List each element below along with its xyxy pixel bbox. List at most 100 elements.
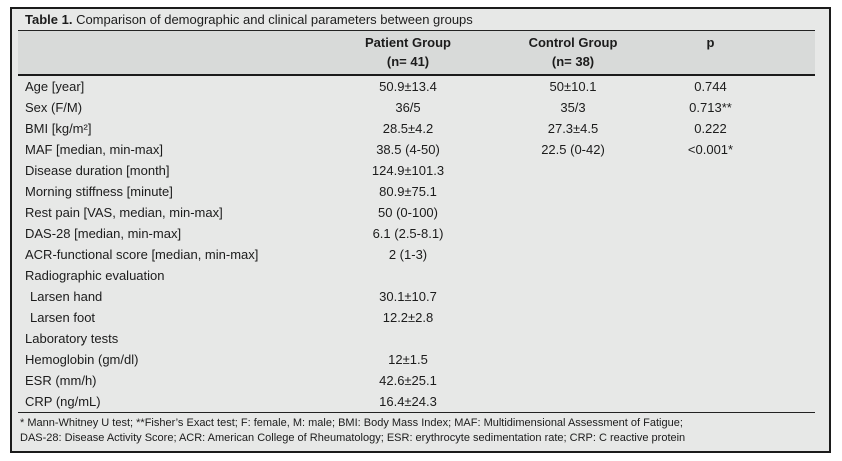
- row-label: Larsen hand: [30, 289, 103, 304]
- cell-patient-value: [318, 265, 498, 286]
- cell-control-value: 35/3: [560, 100, 586, 115]
- table-row: Larsen foot 12.2±2.8: [18, 307, 815, 328]
- cell-patient-value: 30.1±10.7: [379, 289, 437, 304]
- row-label: CRP (ng/mL): [25, 394, 101, 409]
- cell-patient-value: 12.2±2.8: [382, 310, 434, 325]
- cell-p-value: [648, 181, 815, 202]
- cell-control-value: 50±10.1: [549, 79, 597, 94]
- cell-control-value: [498, 160, 648, 181]
- cell-patient-value: 124.9±101.3: [371, 163, 445, 178]
- table-section-row: Laboratory tests: [18, 328, 815, 349]
- cell-p-value: [648, 202, 815, 223]
- row-label: Rest pain [VAS, median, min-max]: [25, 205, 223, 220]
- cell-control-value: [498, 202, 648, 223]
- cell-patient-value: 16.4±24.3: [379, 394, 437, 409]
- table-row: MAF [median, min-max] 38.5 (4-50) 22.5 (…: [18, 139, 815, 160]
- header-row: Patient Group (n= 41) Control Group (n= …: [18, 31, 815, 76]
- cell-p-value: 0.713**: [689, 100, 732, 115]
- cell-control-value: [498, 181, 648, 202]
- control-group-name: Control Group: [528, 35, 618, 50]
- cell-p-value: [648, 223, 815, 244]
- cell-patient-value: 38.5 (4-50): [376, 142, 440, 157]
- table-row: Sex (F/M) 36/5 35/3 0.713**: [18, 97, 815, 118]
- cell-control-value: [498, 223, 648, 244]
- section-label: Laboratory tests: [25, 331, 119, 346]
- footnote-line: DAS-28: Disease Activity Score; ACR: Ame…: [20, 432, 686, 444]
- table-section-row: Radiographic evaluation: [18, 265, 815, 286]
- row-label: Larsen foot: [30, 310, 96, 325]
- cell-p-value: [648, 391, 815, 412]
- cell-p-value: [648, 286, 815, 307]
- cell-control-value: [498, 370, 648, 391]
- table-row: BMI [kg/m²] 28.5±4.2 27.3±4.5 0.222: [18, 118, 815, 139]
- row-label: BMI [kg/m²]: [25, 121, 92, 136]
- cell-p-value: [648, 370, 815, 391]
- cell-patient-value: 80.9±75.1: [379, 184, 437, 199]
- patient-group-name: Patient Group: [365, 35, 451, 50]
- table-title: Table 1. Comparison of demographic and c…: [18, 9, 815, 31]
- cell-p-value: [648, 328, 815, 349]
- table-row: Hemoglobin (gm/dl) 12±1.5: [18, 349, 815, 370]
- cell-p-value: <0.001*: [687, 142, 734, 157]
- row-label: Morning stiffness [minute]: [25, 184, 173, 199]
- row-label: MAF [median, min-max]: [25, 142, 163, 157]
- p-header-label: p: [706, 35, 715, 50]
- cell-p-value: 0.222: [694, 121, 727, 136]
- row-label: Sex (F/M): [25, 100, 83, 115]
- column-header-parameter: [18, 31, 318, 76]
- cell-control-value: [498, 286, 648, 307]
- table-inner: Table 1. Comparison of demographic and c…: [12, 9, 829, 451]
- cell-control-value: 27.3±4.5: [547, 121, 599, 136]
- cell-control-value: [498, 328, 648, 349]
- cell-patient-value: 28.5±4.2: [382, 121, 434, 136]
- cell-p-value: [648, 265, 815, 286]
- cell-patient-value: 42.6±25.1: [379, 373, 437, 388]
- row-label: Hemoglobin (gm/dl): [25, 352, 139, 367]
- cell-control-value: 22.5 (0-42): [541, 142, 605, 157]
- row-label: ACR-functional score [median, min-max]: [25, 247, 259, 262]
- table-row: DAS-28 [median, min-max] 6.1 (2.5-8.1): [18, 223, 815, 244]
- cell-p-value: 0.744: [694, 79, 727, 94]
- cell-patient-value: 50.9±13.4: [379, 79, 437, 94]
- column-header-p: p: [648, 31, 815, 76]
- table-row: Larsen hand 30.1±10.7: [18, 286, 815, 307]
- patient-group-n: (n= 41): [386, 54, 430, 69]
- cell-p-value: [648, 160, 815, 181]
- cell-p-value: [648, 349, 815, 370]
- table-row: Rest pain [VAS, median, min-max] 50 (0-1…: [18, 202, 815, 223]
- table-row: Morning stiffness [minute] 80.9±75.1: [18, 181, 815, 202]
- table-footnotes: * Mann-Whitney U test; **Fisher’s Exact …: [18, 412, 815, 451]
- cell-patient-value: 12±1.5: [388, 352, 428, 367]
- cell-control-value: [498, 244, 648, 265]
- cell-control-value: [498, 307, 648, 328]
- table-title-label: Table 1.: [25, 12, 73, 27]
- comparison-table: Patient Group (n= 41) Control Group (n= …: [18, 31, 815, 412]
- footnote-line: * Mann-Whitney U test; **Fisher’s Exact …: [20, 417, 683, 429]
- cell-control-value: [498, 349, 648, 370]
- column-header-patient-group: Patient Group (n= 41): [318, 31, 498, 76]
- cell-p-value: [648, 307, 815, 328]
- table-row: Age [year] 50.9±13.4 50±10.1 0.744: [18, 75, 815, 97]
- cell-patient-value: 6.1 (2.5-8.1): [372, 226, 444, 241]
- table-row: ACR-functional score [median, min-max] 2…: [18, 244, 815, 265]
- table-row: Disease duration [month] 124.9±101.3: [18, 160, 815, 181]
- cell-control-value: [498, 265, 648, 286]
- row-label: DAS-28 [median, min-max]: [25, 226, 182, 241]
- control-group-n: (n= 38): [551, 54, 595, 69]
- cell-patient-value: 36/5: [395, 100, 421, 115]
- cell-control-value: [498, 391, 648, 412]
- row-label: Disease duration [month]: [25, 163, 170, 178]
- table-card: Table 1. Comparison of demographic and c…: [10, 7, 831, 453]
- table-row: ESR (mm/h) 42.6±25.1: [18, 370, 815, 391]
- cell-p-value: [648, 244, 815, 265]
- cell-patient-value: 2 (1-3): [388, 247, 428, 262]
- cell-patient-value: [318, 328, 498, 349]
- column-header-control-group: Control Group (n= 38): [498, 31, 648, 76]
- row-label: ESR (mm/h): [25, 373, 97, 388]
- table-title-text: Comparison of demographic and clinical p…: [72, 12, 473, 27]
- cell-patient-value: 50 (0-100): [378, 205, 438, 220]
- row-label: Age [year]: [25, 79, 85, 94]
- section-label: Radiographic evaluation: [25, 268, 165, 283]
- table-row: CRP (ng/mL) 16.4±24.3: [18, 391, 815, 412]
